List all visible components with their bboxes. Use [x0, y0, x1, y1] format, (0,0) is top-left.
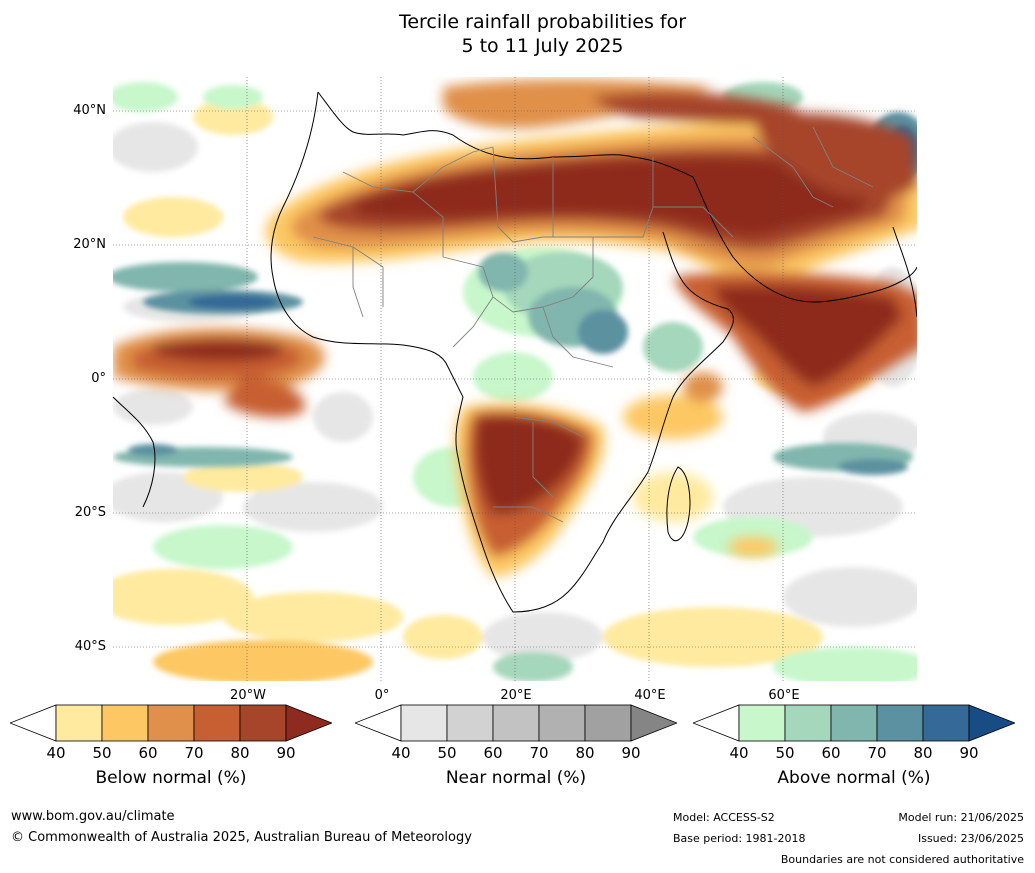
colorbar-swatch	[147, 704, 195, 742]
colorbar-svg-above	[693, 704, 1015, 742]
lat-label-0: 0°	[91, 371, 106, 386]
colorbar-swatch	[446, 704, 494, 742]
colorbar-extend-high	[285, 704, 332, 742]
colorbar-tick-near: 50	[437, 744, 457, 762]
colorbar-tick-near: 60	[483, 744, 503, 762]
colorbar-swatch	[922, 704, 970, 742]
coastlines	[113, 91, 917, 613]
title-line-1: Tercile rainfall probabilities for	[398, 11, 687, 33]
copyright-text: © Commonwealth of Australia 2025, Austra…	[11, 830, 472, 845]
colorbar-extend-low	[693, 704, 740, 742]
colorbar-tick-above: 70	[867, 744, 887, 762]
colorbar-svg-near	[355, 704, 677, 742]
colorbar-tick-below: 60	[138, 744, 158, 762]
colorbar-tick-near: 40	[391, 744, 411, 762]
colorbar-swatch	[538, 704, 586, 742]
colorbar-swatch	[400, 704, 448, 742]
colorbar-below-normal	[10, 704, 332, 742]
country-borders	[312, 126, 874, 523]
colorbar-svg-below	[10, 704, 332, 742]
issued-date: Issued: 23/06/2025	[917, 832, 1024, 845]
colorbar-swatch	[193, 704, 241, 742]
colorbar-near-normal	[355, 704, 677, 742]
colorbar-extend-high	[630, 704, 677, 742]
lon-label-20w: 20°W	[230, 688, 266, 703]
colorbar-tick-near: 80	[575, 744, 595, 762]
colorbar-tick-above: 50	[775, 744, 795, 762]
lon-label-60e: 60°E	[768, 688, 800, 703]
colorbar-above-normal	[693, 704, 1015, 742]
colorbar-tick-below: 80	[230, 744, 250, 762]
colorbar-tick-near: 90	[621, 744, 641, 762]
lon-label-20e: 20°E	[500, 688, 532, 703]
colorbar-swatch	[584, 704, 632, 742]
colorbar-extend-low	[10, 704, 57, 742]
colorbar-tick-below: 90	[276, 744, 296, 762]
map-svg	[113, 77, 917, 681]
title-line-2: 5 to 11 July 2025	[461, 35, 624, 57]
colorbar-tick-near: 70	[529, 744, 549, 762]
lat-label-20s: 20°S	[74, 505, 106, 520]
colorbar-extend-high	[968, 704, 1015, 742]
below-normal-regions	[113, 79, 917, 577]
lon-label-0: 0°	[374, 688, 390, 703]
colorbar-swatch	[876, 704, 924, 742]
probability-map	[113, 77, 917, 681]
colorbar-extend-low	[355, 704, 402, 742]
colorbar-tick-below: 70	[184, 744, 204, 762]
base-period: Base period: 1981-2018	[673, 832, 806, 845]
model-name: Model: ACCESS-S2	[673, 811, 775, 824]
colorbar-tick-above: 60	[821, 744, 841, 762]
gridlines	[113, 77, 917, 681]
lat-label-40n: 40°N	[73, 103, 106, 118]
colorbar-tick-below: 40	[46, 744, 66, 762]
colorbar-swatch	[784, 704, 832, 742]
colorbar-tick-above: 40	[729, 744, 749, 762]
colorbar-swatch	[55, 704, 103, 742]
colorbar-tick-above: 80	[913, 744, 933, 762]
map-title: Tercile rainfall probabilities for 5 to …	[0, 10, 1035, 58]
colorbar-title-above: Above normal (%)	[777, 768, 931, 788]
lon-label-40e: 40°E	[634, 688, 666, 703]
lat-label-40s: 40°S	[74, 639, 106, 654]
colorbar-title-near: Near normal (%)	[445, 768, 587, 788]
model-run-date: Model run: 21/06/2025	[898, 811, 1024, 824]
website-link[interactable]: www.bom.gov.au/climate	[11, 809, 175, 824]
boundary-disclaimer: Boundaries are not considered authoritat…	[780, 853, 1024, 866]
colorbar-swatch	[492, 704, 540, 742]
colorbar-swatch	[101, 704, 149, 742]
colorbar-swatch	[738, 704, 786, 742]
colorbar-swatch	[239, 704, 287, 742]
colorbar-tick-above: 90	[959, 744, 979, 762]
lat-label-20n: 20°N	[73, 237, 106, 252]
colorbar-swatch	[830, 704, 878, 742]
colorbar-title-below: Below normal (%)	[95, 768, 247, 788]
colorbar-tick-below: 50	[92, 744, 112, 762]
